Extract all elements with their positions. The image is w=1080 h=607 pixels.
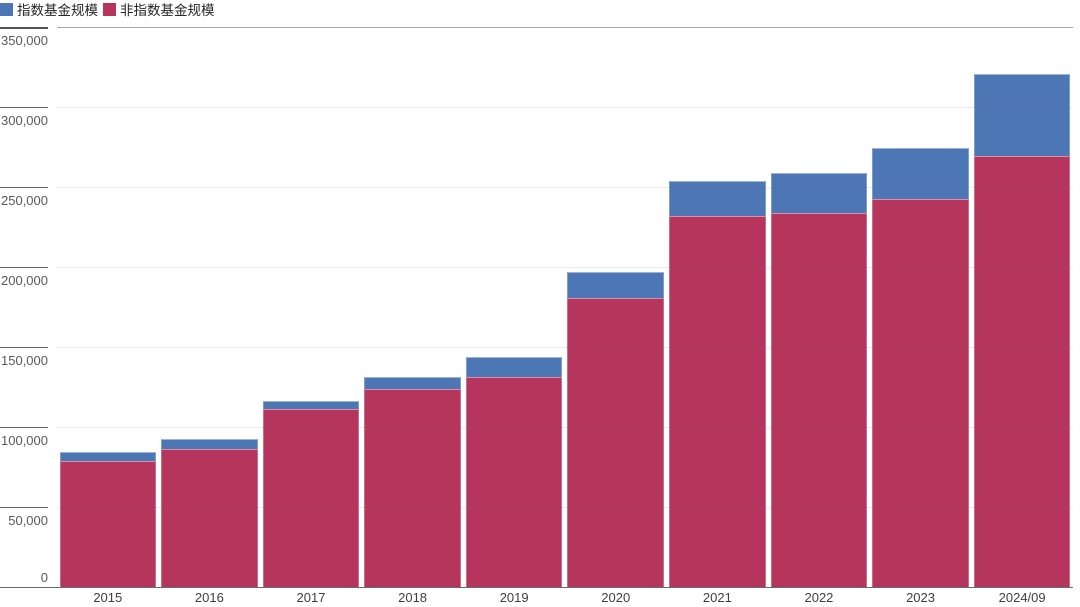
bar-2022 — [770, 172, 868, 587]
legend-label-non-index-funds: 非指数基金规模 — [120, 3, 215, 18]
y-gridline-150000 — [57, 347, 1073, 348]
bar-2019-index-segment — [465, 357, 563, 377]
legend-label-index-funds: 指数基金规模 — [17, 3, 98, 18]
bar-2017-index-segment — [262, 400, 360, 410]
x-axis-labels: 2015 2016 2017 2018 2019 2020 2021 2022 2023 2024… — [57, 590, 1073, 605]
x-axis-line — [0, 587, 1073, 588]
x-axis-label-2021: 2021 — [702, 590, 732, 605]
x-axis-label-2023: 2023 — [906, 590, 935, 605]
legend-swatch-index-funds — [0, 2, 13, 16]
y-axis-label-0: 0 — [40, 570, 48, 585]
bar-2020-index-segment — [567, 271, 665, 299]
bar-slot-2015 — [57, 27, 159, 587]
bar-2021-non-index-segment — [669, 215, 766, 587]
x-axis-label-2024/09: 2024/09 — [998, 590, 1046, 605]
bar-2016 — [161, 439, 258, 587]
y-gridline-100000 — [57, 427, 1073, 428]
y-tick-50000 — [0, 507, 48, 508]
bar-slot-2016 — [159, 27, 261, 587]
bar-2017-non-index-segment — [262, 409, 360, 587]
y-axis-label-50000: 50,000 — [8, 513, 48, 528]
bar-2022-non-index-segment — [770, 212, 868, 587]
bar-slot-2024/09 — [971, 27, 1073, 587]
bar-2021-index-segment — [669, 181, 766, 216]
bar-2023 — [872, 147, 969, 587]
y-tick-150000 — [0, 347, 48, 348]
y-axis-label-100000: 100,000 — [1, 433, 48, 448]
y-tick-350000 — [0, 27, 48, 29]
y-tick-300000 — [0, 107, 48, 108]
bar-2016-non-index-segment — [161, 448, 258, 587]
bar-2018 — [364, 377, 461, 587]
bar-slot-2022 — [768, 27, 870, 587]
y-axis-label-200000: 200,000 — [1, 273, 48, 288]
bar-2022-index-segment — [770, 172, 868, 213]
x-axis-label-2017: 2017 — [296, 590, 326, 605]
y-tick-200000 — [0, 267, 48, 268]
bar-2017 — [262, 400, 360, 587]
bar-slot-2020 — [565, 27, 667, 587]
bar-2024/09-index-segment — [973, 74, 1071, 156]
y-gridline-300000 — [57, 107, 1073, 108]
y-axis-label-250000: 250,000 — [1, 193, 48, 208]
bar-2021 — [669, 181, 766, 587]
x-axis-label-2015: 2015 — [93, 590, 123, 605]
bar-2015 — [59, 451, 157, 587]
bar-2020-non-index-segment — [567, 298, 665, 587]
y-gridline-250000 — [57, 187, 1073, 188]
y-gridline-350000 — [57, 27, 1073, 28]
bar-2024/09-non-index-segment — [973, 155, 1071, 587]
bar-slot-2021 — [667, 27, 769, 587]
bar-2019 — [465, 357, 563, 587]
y-axis-label-350000: 350,000 — [1, 33, 48, 48]
bar-slot-2018 — [362, 27, 464, 587]
bar-2015-non-index-segment — [59, 460, 157, 587]
plot-area — [57, 27, 1073, 587]
bar-2016-index-segment — [161, 439, 258, 449]
legend-swatch-non-index-funds — [103, 2, 116, 16]
y-tick-100000 — [0, 427, 48, 428]
bar-2023-index-segment — [872, 147, 969, 199]
x-axis-label-2016: 2016 — [194, 590, 224, 605]
x-axis-label-2022: 2022 — [804, 590, 834, 605]
y-gridline-200000 — [57, 267, 1073, 268]
y-tick-250000 — [0, 187, 48, 188]
x-axis-label-2020: 2020 — [601, 590, 631, 605]
y-gridline-50000 — [57, 507, 1073, 508]
bar-slot-2023 — [870, 27, 972, 587]
bar-2018-non-index-segment — [364, 389, 461, 587]
y-axis-label-300000: 300,000 — [1, 113, 48, 128]
bar-2024/09 — [973, 74, 1071, 587]
bar-slot-2019 — [463, 27, 565, 587]
bar-slot-2017 — [260, 27, 362, 587]
y-axis-label-150000: 150,000 — [1, 353, 48, 368]
bar-2015-index-segment — [59, 451, 157, 461]
chart-legend: 指数基金规模 非指数基金规模 — [0, 1, 220, 18]
bar-2020 — [567, 271, 665, 587]
bar-2023-non-index-segment — [872, 199, 969, 587]
x-axis-label-2018: 2018 — [398, 590, 428, 605]
bar-2018-index-segment — [364, 377, 461, 390]
bar-2019-non-index-segment — [465, 376, 563, 587]
x-axis-label-2019: 2019 — [499, 590, 529, 605]
